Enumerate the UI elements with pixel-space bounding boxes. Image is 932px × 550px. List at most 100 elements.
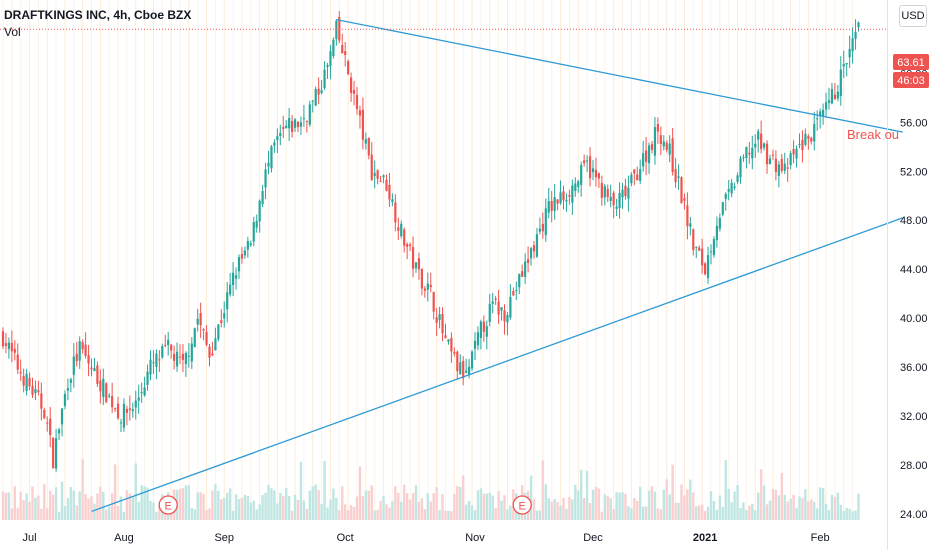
candle-body	[571, 185, 574, 203]
candle-body	[777, 164, 780, 176]
candle-body	[760, 133, 763, 150]
candle-body	[187, 355, 190, 357]
price-axis[interactable]: 24.00 28.00 32.00 36.00 40.00 44.00 48.00 52.00…	[900, 68, 928, 520]
candle-body	[792, 149, 795, 155]
volume-bar	[821, 487, 825, 520]
volume-bar	[774, 489, 778, 520]
volume-bar	[149, 500, 152, 520]
candle-body	[503, 310, 506, 322]
candle-body	[347, 61, 350, 75]
volume-bar	[662, 489, 665, 520]
volume-bar	[252, 500, 255, 520]
candle-body	[229, 284, 232, 295]
candle-body	[43, 409, 46, 419]
candle-body	[804, 133, 807, 145]
last-price-labels: 63.61 46:03	[893, 54, 929, 88]
volume-bar	[184, 485, 188, 520]
volume-bar	[211, 490, 214, 520]
volume-bar	[441, 494, 444, 520]
candle-body	[521, 271, 524, 277]
candle-body	[420, 268, 423, 289]
volume-bar	[621, 492, 624, 520]
volume-bar	[574, 484, 577, 520]
volume-bar	[556, 502, 559, 520]
volume-bar	[462, 475, 465, 520]
volume-bar	[712, 501, 716, 520]
volume-bar	[246, 495, 250, 520]
candle-body	[547, 201, 550, 213]
volume-bar	[214, 484, 217, 520]
candle-body	[724, 193, 727, 200]
volume-bar	[624, 493, 627, 520]
volume-bar	[730, 502, 733, 520]
volume-bar	[665, 479, 668, 520]
candle-body	[350, 77, 353, 94]
volume-bar	[217, 490, 220, 520]
candle-body	[87, 355, 90, 364]
volume-bar	[302, 500, 306, 520]
candle-body	[211, 353, 214, 356]
volume-bar	[28, 501, 31, 520]
volume-bar	[503, 495, 506, 520]
volume-bar	[367, 490, 370, 520]
volume-bar	[152, 502, 155, 520]
candle-body	[131, 409, 134, 412]
volume-bar	[429, 501, 432, 520]
candle-body	[208, 346, 211, 358]
volume-bar	[234, 494, 238, 520]
candle-body	[586, 160, 589, 162]
currency-button[interactable]: USD	[899, 5, 927, 27]
volume-label[interactable]: Vol	[4, 25, 21, 39]
volume-bar	[122, 511, 126, 520]
candle-body	[441, 313, 444, 334]
candle-body	[462, 360, 465, 379]
candle-body	[311, 100, 314, 102]
volume-bar	[535, 510, 539, 520]
volume-bar	[677, 502, 680, 520]
time-axis[interactable]: Jul Aug Sep Oct Nov Dec 2021 Feb	[23, 532, 830, 544]
volume-bar	[202, 493, 205, 520]
candle-body	[515, 290, 518, 292]
volume-bar	[243, 494, 247, 520]
candle-body	[293, 119, 297, 128]
volume-bar	[795, 507, 798, 520]
price-tick-label: 56.00	[900, 117, 928, 129]
candle-body	[830, 88, 834, 104]
candle-body	[214, 338, 217, 351]
candle-body	[485, 326, 488, 337]
volume-bar	[131, 496, 134, 520]
volume-bar	[290, 510, 294, 520]
last-price-badge	[893, 54, 929, 70]
volume-bar	[692, 492, 695, 520]
candle-body	[500, 307, 503, 311]
volume-bar	[358, 466, 362, 520]
volume-bar	[706, 506, 710, 520]
candle-body	[317, 88, 320, 95]
candle-body	[541, 223, 544, 232]
candle-body	[252, 222, 255, 242]
candle-body	[706, 255, 710, 279]
last-price-text: 63.61	[897, 57, 925, 69]
volume-bar	[420, 498, 424, 520]
candle-body	[143, 387, 146, 396]
candle-body	[712, 238, 716, 255]
volume-bar	[137, 501, 140, 520]
candle-body	[621, 189, 624, 198]
candle-body	[367, 137, 370, 156]
candle-body	[535, 234, 539, 257]
volume-bar	[565, 508, 568, 520]
candle-body	[382, 175, 385, 178]
volume-bar	[37, 495, 40, 520]
volume-bar	[529, 475, 533, 520]
volume-bar	[824, 503, 828, 520]
volume-bar	[90, 496, 93, 520]
volume-bar	[379, 500, 382, 520]
trendlines[interactable]	[91, 18, 903, 513]
symbol-title[interactable]: DRAFTKINGS INC, 4h, Cboe BZX	[4, 8, 192, 22]
volume-bar	[10, 508, 14, 520]
volume-bar	[178, 488, 182, 520]
candle-body	[323, 69, 326, 88]
volume-bar	[718, 495, 722, 520]
